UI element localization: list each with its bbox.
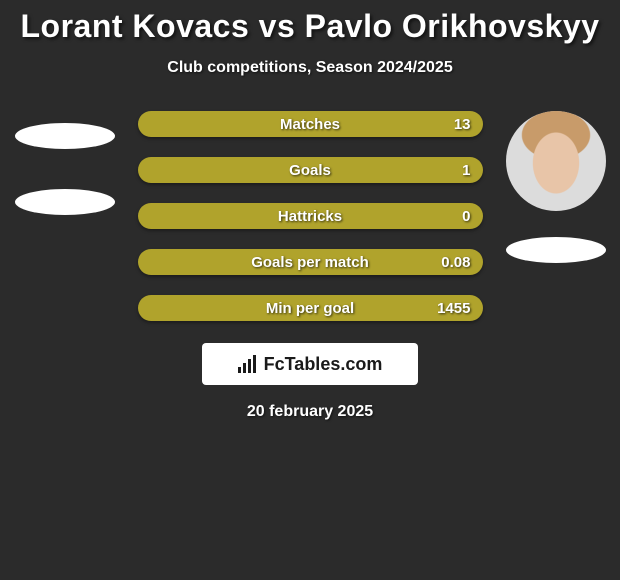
stat-bar: Min per goal 1455 xyxy=(138,295,483,321)
stat-bars: Matches 13 Goals 1 Hattricks 0 Goals per match… xyxy=(138,111,483,321)
page-title: Lorant Kovacs vs Pavlo Orikhovskyy xyxy=(0,8,620,45)
logo-text: FcTables.com xyxy=(264,354,383,375)
stat-value: 1 xyxy=(462,162,470,179)
fctables-logo[interactable]: FcTables.com xyxy=(202,343,418,385)
stat-label: Matches xyxy=(280,116,340,133)
bar-chart-icon xyxy=(238,355,260,373)
body-row: Matches 13 Goals 1 Hattricks 0 Goals per match… xyxy=(0,111,620,321)
right-player-column xyxy=(501,111,611,263)
placeholder-oval xyxy=(15,189,115,215)
stat-bar: Goals per match 0.08 xyxy=(138,249,483,275)
stat-value: 0 xyxy=(462,208,470,225)
stat-label: Hattricks xyxy=(278,208,342,225)
stat-value: 1455 xyxy=(437,300,470,317)
stat-value: 0.08 xyxy=(441,254,470,271)
placeholder-oval xyxy=(506,237,606,263)
player-avatar xyxy=(506,111,606,211)
placeholder-oval xyxy=(15,123,115,149)
stat-bar: Goals 1 xyxy=(138,157,483,183)
stat-label: Min per goal xyxy=(266,300,354,317)
subtitle: Club competitions, Season 2024/2025 xyxy=(0,59,620,77)
stat-bar: Matches 13 xyxy=(138,111,483,137)
avatar-face xyxy=(506,111,606,211)
stat-label: Goals per match xyxy=(251,254,369,271)
comparison-card: Lorant Kovacs vs Pavlo Orikhovskyy Club … xyxy=(0,0,620,421)
stat-value: 13 xyxy=(454,116,471,133)
stat-label: Goals xyxy=(289,162,331,179)
date-text: 20 february 2025 xyxy=(247,403,373,421)
stat-bar: Hattricks 0 xyxy=(138,203,483,229)
left-player-column xyxy=(10,111,120,215)
footer: FcTables.com 20 february 2025 xyxy=(0,343,620,421)
